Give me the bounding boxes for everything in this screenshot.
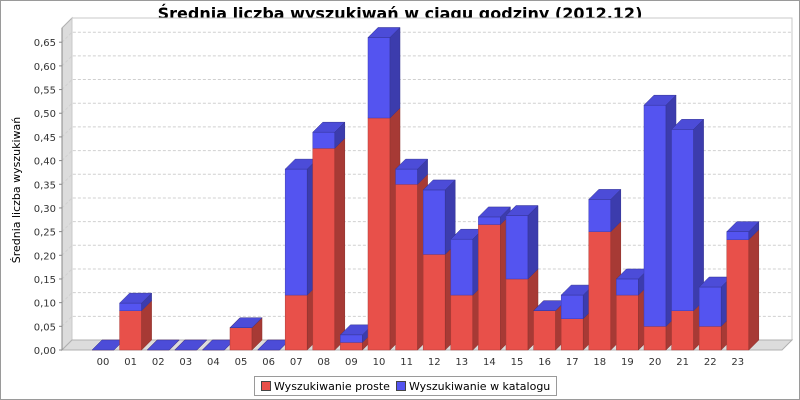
bar-catalog-23 [726, 221, 760, 241]
bar-catalog-11 [394, 158, 429, 185]
x-tick-label: 06 [262, 357, 275, 368]
legend-label-catalog: Wyszukiwanie w katalogu [408, 379, 551, 393]
x-tick-label: 12 [428, 357, 441, 368]
bar-simple-12 [422, 243, 456, 351]
y-tick-label: 0,20 [34, 251, 56, 262]
bar-catalog-03 [174, 339, 208, 351]
y-tick-label: 0,25 [34, 228, 56, 239]
bar-simple-15 [505, 268, 539, 351]
x-tick-label: 02 [152, 357, 165, 368]
y-tick-label: 0,60 [34, 62, 56, 73]
bar-simple-23 [726, 229, 760, 351]
x-tick-label: 21 [676, 357, 689, 368]
x-tick-label: 18 [593, 357, 606, 368]
y-axis-label: Średnia liczba wyszukiwań [10, 117, 23, 264]
bar-catalog-15 [505, 204, 539, 280]
x-tick-label: 03 [179, 357, 192, 368]
y-tick-label: 0,30 [34, 204, 56, 215]
x-tick-label: 11 [400, 357, 413, 368]
x-tick-label: 01 [124, 357, 137, 368]
bar-catalog-22 [698, 276, 732, 327]
bar-catalog-02 [146, 339, 180, 351]
x-tick-label: 08 [317, 357, 330, 368]
x-tick-label: 20 [649, 357, 662, 368]
bar-catalog-08 [312, 121, 346, 149]
y-tick-label: 0,45 [34, 133, 56, 144]
chart-legend: Wyszukiwanie proste Wyszukiwanie w katal… [254, 376, 558, 396]
legend-swatch-simple [261, 381, 271, 391]
y-tick-label: 0,40 [34, 157, 56, 168]
x-tick-label: 22 [704, 357, 717, 368]
bar-catalog-05 [229, 317, 263, 328]
bar-catalog-14 [477, 206, 512, 226]
y-tick-label: 0,00 [34, 346, 56, 357]
x-tick-label: 16 [538, 357, 551, 368]
bar-catalog-13 [450, 228, 484, 296]
x-tick-label: 19 [621, 357, 634, 368]
bar-simple-08 [312, 137, 346, 351]
bar-catalog-12 [422, 179, 456, 255]
legend-item-simple: Wyszukiwanie proste [261, 380, 390, 393]
y-tick-label: 0,10 [34, 299, 56, 310]
y-tick-label: 0,35 [34, 180, 56, 191]
x-tick-label: 23 [731, 357, 744, 368]
bar-catalog-07 [284, 158, 318, 296]
y-tick-label: 0,65 [34, 38, 56, 49]
y-tick-label: 0,05 [34, 322, 56, 333]
x-tick-label: 13 [455, 357, 468, 368]
x-tick-label: 04 [207, 357, 220, 368]
x-tick-label: 05 [235, 357, 248, 368]
legend-item-catalog: Wyszukiwanie w katalogu [395, 379, 551, 393]
bar-catalog-21 [670, 118, 705, 312]
bar-catalog-10 [367, 26, 401, 119]
x-tick-label: 00 [97, 357, 110, 368]
bar-catalog-19 [615, 268, 650, 296]
x-tick-label: 15 [511, 357, 524, 368]
legend-label-simple: Wyszukiwanie proste [274, 379, 390, 393]
bar-catalog-20 [643, 94, 677, 327]
y-tick-label: 0,55 [34, 86, 56, 97]
bar-simple-10 [367, 107, 401, 351]
bar-catalog-17 [560, 284, 594, 320]
x-tick-label: 10 [373, 357, 386, 368]
bar-simple-14 [478, 213, 511, 351]
bar-simple-18 [588, 221, 622, 351]
bar-simple-01 [119, 300, 152, 351]
legend-swatch-catalog [395, 381, 406, 391]
bar-catalog-01 [118, 292, 153, 312]
x-tick-label: 14 [483, 357, 496, 368]
x-tick-label: 09 [345, 357, 358, 368]
x-tick-label: 07 [290, 357, 303, 368]
bar-simple-11 [395, 173, 428, 351]
y-tick-label: 0,50 [34, 109, 56, 120]
bar-catalog-18 [588, 188, 622, 233]
y-tick-label: 0,15 [34, 275, 56, 286]
x-tick-label: 17 [566, 357, 579, 368]
left-wall [61, 16, 73, 352]
